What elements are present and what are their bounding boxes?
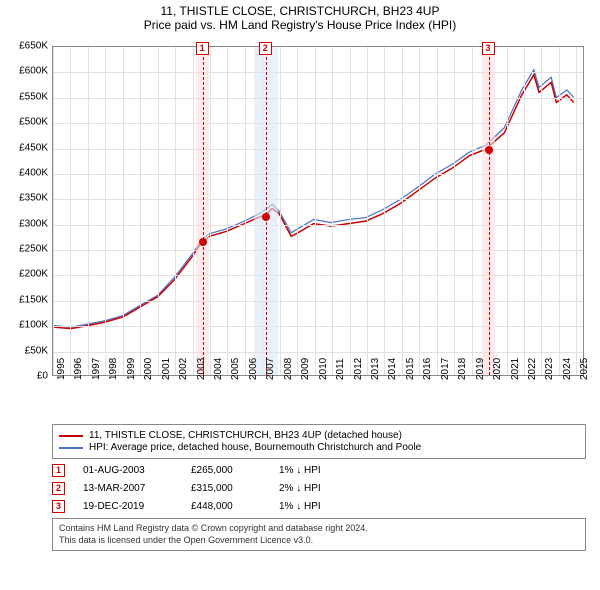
x-axis-label: 2012 <box>353 358 364 380</box>
y-axis-label: £650K <box>19 41 48 52</box>
event-date: 19-DEC-2019 <box>83 501 173 512</box>
y-axis-label: £400K <box>19 167 48 178</box>
x-axis-label: 2008 <box>283 358 294 380</box>
y-axis-label: £500K <box>19 117 48 128</box>
plot-area <box>52 46 584 376</box>
y-axis-label: £100K <box>19 320 48 331</box>
chart-title: 11, THISTLE CLOSE, CHRISTCHURCH, BH23 4U… <box>4 4 596 18</box>
x-axis-label: 2017 <box>440 358 451 380</box>
legend-swatch <box>59 435 83 437</box>
sale-point-icon <box>262 213 270 221</box>
legend-item: HPI: Average price, detached house, Bour… <box>59 442 579 453</box>
x-axis-label: 2018 <box>457 358 468 380</box>
y-axis-label: £450K <box>19 142 48 153</box>
x-axis-label: 2025 <box>579 358 590 380</box>
x-axis-label: 2005 <box>230 358 241 380</box>
sale-point-icon <box>485 146 493 154</box>
event-row: 2 13-MAR-2007 £315,000 2% ↓ HPI <box>52 482 586 495</box>
event-marker-icon: 3 <box>52 500 65 513</box>
event-delta: 1% ↓ HPI <box>279 465 321 476</box>
x-axis-label: 2014 <box>387 358 398 380</box>
x-axis-label: 2003 <box>196 358 207 380</box>
sale-point-icon <box>199 238 207 246</box>
event-marker-icon: 1 <box>52 464 65 477</box>
x-axis-label: 2023 <box>544 358 555 380</box>
y-axis-label: £200K <box>19 269 48 280</box>
x-axis-label: 1997 <box>91 358 102 380</box>
chart-subtitle: Price paid vs. HM Land Registry's House … <box>4 18 596 32</box>
x-axis-label: 2004 <box>213 358 224 380</box>
event-delta: 1% ↓ HPI <box>279 501 321 512</box>
legend-label: 11, THISTLE CLOSE, CHRISTCHURCH, BH23 4U… <box>89 430 402 441</box>
x-axis-label: 2007 <box>265 358 276 380</box>
x-axis-label: 2024 <box>562 358 573 380</box>
x-axis-label: 2016 <box>422 358 433 380</box>
event-date: 01-AUG-2003 <box>83 465 173 476</box>
x-axis-label: 2021 <box>510 358 521 380</box>
chart-marker-icon: 2 <box>259 42 272 55</box>
x-axis-label: 1996 <box>73 358 84 380</box>
x-axis-label: 2009 <box>300 358 311 380</box>
event-price: £448,000 <box>191 501 261 512</box>
x-axis-label: 2022 <box>527 358 538 380</box>
footer: Contains HM Land Registry data © Crown c… <box>52 518 586 551</box>
chart-area: £0 £50K £100K £150K £200K £250K £300K £350K £400… <box>4 38 596 418</box>
x-axis-label: 2020 <box>492 358 503 380</box>
x-axis-label: 2000 <box>143 358 154 380</box>
y-axis-label: £600K <box>19 66 48 77</box>
x-axis-label: 2019 <box>475 358 486 380</box>
chart-marker-icon: 3 <box>482 42 495 55</box>
x-axis-label: 1999 <box>126 358 137 380</box>
event-marker-icon: 2 <box>52 482 65 495</box>
legend-label: HPI: Average price, detached house, Bour… <box>89 442 421 453</box>
x-axis-label: 2002 <box>178 358 189 380</box>
event-row: 3 19-DEC-2019 £448,000 1% ↓ HPI <box>52 500 586 513</box>
x-axis-label: 1995 <box>56 358 67 380</box>
x-axis-label: 2015 <box>405 358 416 380</box>
event-price: £315,000 <box>191 483 261 494</box>
y-axis-label: £50K <box>25 345 48 356</box>
y-axis-label: £0 <box>37 371 48 382</box>
chart-marker-icon: 1 <box>196 42 209 55</box>
x-axis-label: 1998 <box>108 358 119 380</box>
y-axis-label: £350K <box>19 193 48 204</box>
x-axis-label: 2013 <box>370 358 381 380</box>
footer-line: This data is licensed under the Open Gov… <box>59 535 579 547</box>
event-row: 1 01-AUG-2003 £265,000 1% ↓ HPI <box>52 464 586 477</box>
y-axis-label: £250K <box>19 244 48 255</box>
legend: 11, THISTLE CLOSE, CHRISTCHURCH, BH23 4U… <box>52 424 586 459</box>
chart-container: 11, THISTLE CLOSE, CHRISTCHURCH, BH23 4U… <box>0 0 600 559</box>
events-list: 1 01-AUG-2003 £265,000 1% ↓ HPI 2 13-MAR… <box>52 464 586 513</box>
y-axis-label: £300K <box>19 218 48 229</box>
x-axis-label: 2001 <box>161 358 172 380</box>
y-axis-label: £550K <box>19 91 48 102</box>
y-axis-label: £150K <box>19 294 48 305</box>
footer-line: Contains HM Land Registry data © Crown c… <box>59 523 579 535</box>
legend-swatch <box>59 447 83 449</box>
legend-item: 11, THISTLE CLOSE, CHRISTCHURCH, BH23 4U… <box>59 430 579 441</box>
event-delta: 2% ↓ HPI <box>279 483 321 494</box>
event-date: 13-MAR-2007 <box>83 483 173 494</box>
x-axis-label: 2010 <box>318 358 329 380</box>
x-axis-label: 2006 <box>248 358 259 380</box>
x-axis-label: 2011 <box>335 358 346 380</box>
event-price: £265,000 <box>191 465 261 476</box>
